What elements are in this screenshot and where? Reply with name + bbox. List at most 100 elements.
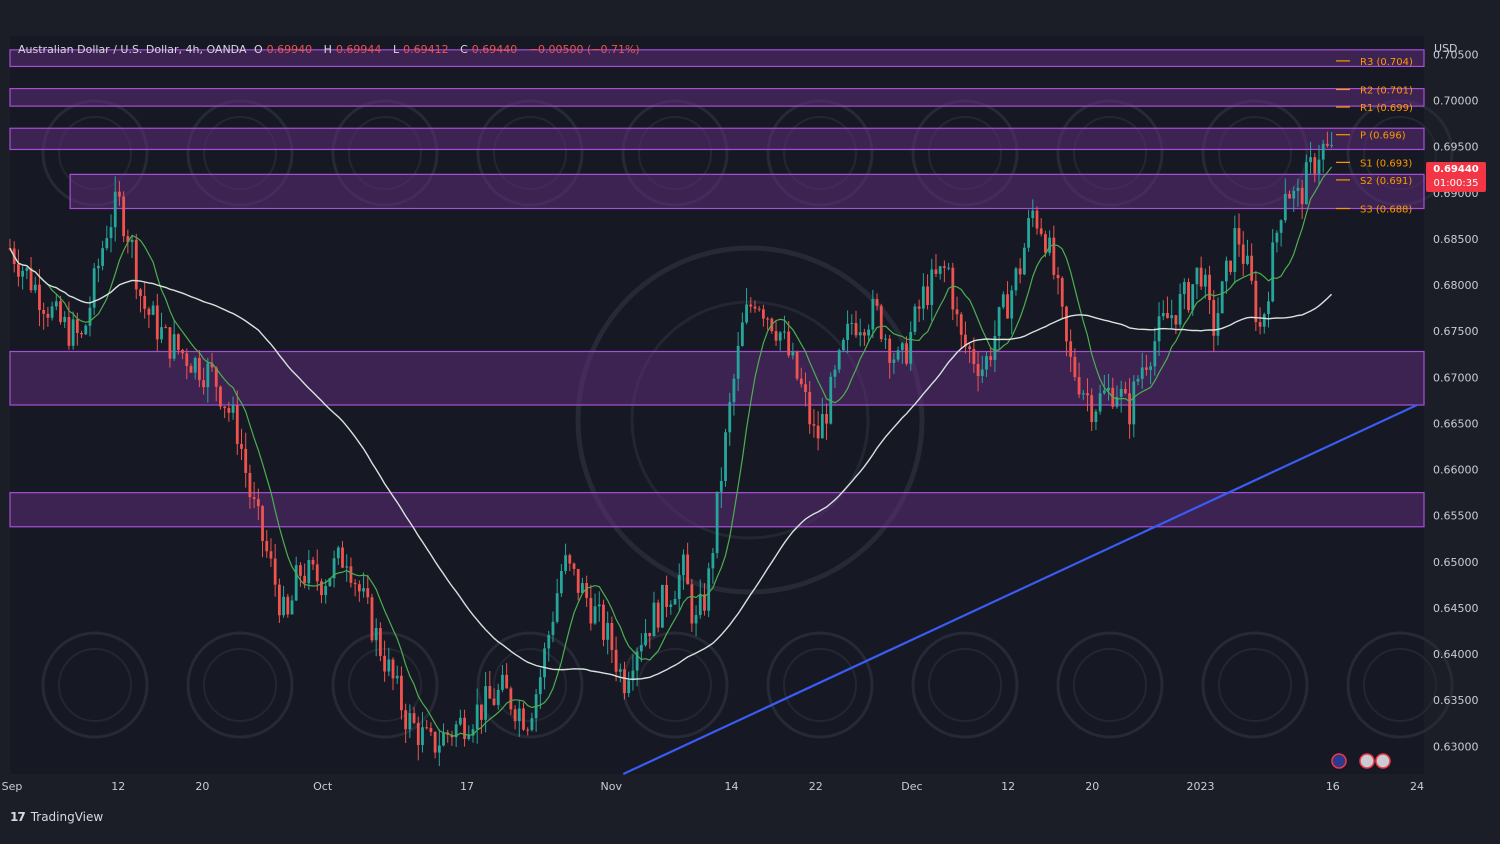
tradingview-brand: TradingView xyxy=(30,810,104,824)
candle-body xyxy=(235,405,239,444)
candle-body xyxy=(130,239,134,243)
candle-body xyxy=(644,632,647,646)
candle-body xyxy=(732,378,736,403)
candle-body xyxy=(791,351,795,356)
candle-body xyxy=(189,366,193,373)
candle-body xyxy=(820,414,824,439)
x-tick-label: 20 xyxy=(1085,780,1099,793)
close-value: 0.69440 xyxy=(471,43,518,56)
candle-body xyxy=(282,596,285,616)
low-label: L xyxy=(392,43,400,56)
candle-body xyxy=(875,299,879,306)
flag-us-icon[interactable] xyxy=(1359,753,1375,769)
watermark-seal-icon xyxy=(1363,648,1437,722)
candle-body xyxy=(214,367,218,387)
candle-body xyxy=(172,334,176,359)
candle-body xyxy=(724,432,727,482)
candle-body xyxy=(21,270,25,277)
candle-body xyxy=(728,402,732,433)
zone-3[interactable] xyxy=(69,173,1425,210)
candle-body xyxy=(698,594,702,616)
candle-body xyxy=(1216,313,1220,336)
candle-body xyxy=(917,306,921,309)
candle-body xyxy=(1170,315,1174,319)
candle-body xyxy=(1191,284,1195,311)
candle-body xyxy=(740,322,744,346)
fast-ma-line[interactable] xyxy=(9,166,1333,737)
slow-ma-line[interactable] xyxy=(9,248,1333,681)
x-tick-label: 2023 xyxy=(1187,780,1215,793)
zone-4[interactable] xyxy=(9,350,1425,406)
candle-body xyxy=(488,686,492,699)
candle-body xyxy=(1174,315,1178,325)
candle-body xyxy=(972,349,976,365)
candle-body xyxy=(631,670,635,681)
candle-body xyxy=(1119,388,1123,397)
flag-us-icon[interactable] xyxy=(1375,753,1391,769)
candle-body xyxy=(269,551,273,559)
event-flags[interactable] xyxy=(1331,753,1391,769)
candle-body xyxy=(690,584,694,624)
currency-label[interactable]: USD xyxy=(1434,42,1458,55)
time-axis[interactable]: Sep 12 20 Oct 17 Nov 14 22 Dec 12 20 2023 16 24 xyxy=(2,780,1424,793)
zone-0[interactable] xyxy=(9,49,1425,68)
trendline[interactable] xyxy=(622,404,1418,775)
flag-au-icon[interactable] xyxy=(1331,753,1347,769)
candle-body xyxy=(673,598,677,605)
candle-body xyxy=(938,266,942,274)
candle-body xyxy=(17,264,20,277)
y-tick-label: 0.67500 xyxy=(1433,325,1479,338)
x-tick-label: 17 xyxy=(460,780,474,793)
candle-body xyxy=(1018,268,1022,275)
candle-body xyxy=(1187,282,1190,311)
candle-body xyxy=(1090,395,1094,423)
candle-body xyxy=(719,481,723,492)
y-tick-label: 0.66000 xyxy=(1433,464,1479,477)
candle-body xyxy=(223,406,227,409)
candle-body xyxy=(526,729,530,731)
candle-body xyxy=(1321,143,1325,160)
tradingview-logo[interactable]: 17 TradingView xyxy=(10,810,103,824)
ascending-trendline[interactable] xyxy=(622,404,1418,775)
candle-body xyxy=(425,727,429,729)
candle-body xyxy=(606,622,610,640)
candle-body xyxy=(854,323,858,336)
candle-body xyxy=(1330,144,1334,146)
candle-body xyxy=(783,331,786,333)
candle-body xyxy=(227,408,231,413)
candle-body xyxy=(1182,282,1186,295)
candle-body xyxy=(677,575,681,599)
candle-body xyxy=(985,356,988,370)
candle-body xyxy=(762,309,765,319)
candle-body xyxy=(951,267,955,310)
zone-1[interactable] xyxy=(9,87,1425,107)
candle-body xyxy=(202,380,206,388)
candle-body xyxy=(639,645,643,652)
x-tick-label: Oct xyxy=(313,780,333,793)
candle-body xyxy=(1132,381,1136,425)
candle-body xyxy=(942,266,946,268)
candle-body xyxy=(1039,228,1043,235)
candle-body xyxy=(884,338,887,340)
candle-body xyxy=(25,268,29,271)
candle-body xyxy=(660,584,664,628)
candle-body xyxy=(778,332,782,341)
candle-body xyxy=(357,584,361,592)
candle-body xyxy=(896,350,900,360)
candle-body xyxy=(412,713,416,723)
open-value: 0.69940 xyxy=(266,43,313,56)
candle-body xyxy=(151,305,155,315)
zone-2[interactable] xyxy=(9,127,1425,151)
candle-body xyxy=(930,269,934,305)
watermark-seal-icon xyxy=(493,648,567,722)
candle-body xyxy=(648,632,652,637)
candle-body xyxy=(1140,367,1144,379)
candle-body xyxy=(496,689,500,705)
candle-body xyxy=(400,675,403,711)
candle-body xyxy=(787,331,791,356)
candle-body xyxy=(505,674,509,689)
symbol-title[interactable]: Australian Dollar / U.S. Dollar, 4h, OAN… xyxy=(18,43,247,56)
candle-body xyxy=(265,540,269,552)
candle-body xyxy=(602,604,605,640)
